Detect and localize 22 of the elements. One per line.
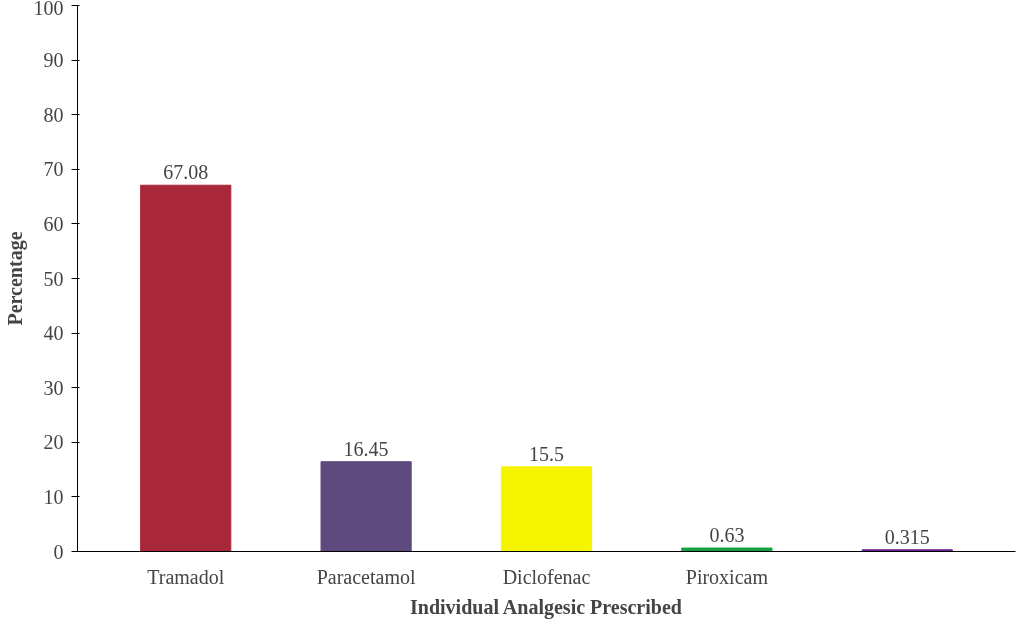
y-axis-title: Percentage bbox=[3, 231, 27, 326]
y-tick-label: 60 bbox=[43, 212, 64, 235]
y-tick-label: 80 bbox=[43, 103, 64, 126]
y-tick-label: 0 bbox=[53, 540, 64, 563]
y-tick-label: 70 bbox=[43, 158, 64, 181]
y-tick-label: 20 bbox=[43, 431, 64, 454]
x-tick-label: Diclofenac bbox=[502, 565, 591, 588]
y-tick-label: 50 bbox=[43, 267, 64, 290]
data-label: 15.5 bbox=[529, 442, 564, 465]
y-tick-label: 10 bbox=[43, 485, 64, 508]
x-tick-label: Paracetamol bbox=[316, 565, 416, 588]
data-label: 67.08 bbox=[163, 161, 209, 184]
y-tick-label: 40 bbox=[43, 322, 64, 345]
x-tick-label: Tramadol bbox=[147, 565, 225, 588]
y-tick-label: 30 bbox=[43, 376, 64, 399]
data-label: 0.315 bbox=[884, 525, 930, 548]
x-tick-label: Piroxicam bbox=[685, 565, 769, 588]
data-label: 0.63 bbox=[709, 524, 745, 547]
x-axis-title: Individual Analgesic Prescribed bbox=[410, 595, 682, 619]
y-tick-label: 90 bbox=[43, 49, 64, 72]
data-label: 16.45 bbox=[343, 437, 389, 460]
y-tick-label: 100 bbox=[33, 0, 64, 19]
